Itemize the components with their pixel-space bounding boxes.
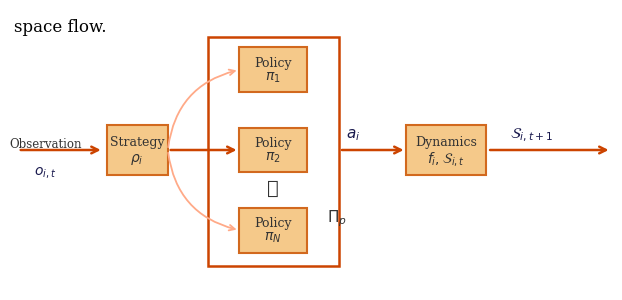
Text: $o_{i,t}$: $o_{i,t}$ xyxy=(34,166,57,181)
Text: space flow.: space flow. xyxy=(14,19,106,36)
Text: $f_i, \mathcal{S}_{i,t}$: $f_i, \mathcal{S}_{i,t}$ xyxy=(427,150,465,168)
Text: Policy: Policy xyxy=(254,57,292,70)
FancyBboxPatch shape xyxy=(239,208,307,253)
Text: Policy: Policy xyxy=(254,137,292,150)
Text: ⋮: ⋮ xyxy=(267,180,279,198)
Text: $\pi_1$: $\pi_1$ xyxy=(265,70,281,85)
Text: $\mathcal{S}_{i,t+1}$: $\mathcal{S}_{i,t+1}$ xyxy=(510,127,554,144)
Text: Policy: Policy xyxy=(254,217,292,230)
Text: $a_i$: $a_i$ xyxy=(346,127,360,143)
Text: $\pi_N$: $\pi_N$ xyxy=(264,231,282,245)
FancyBboxPatch shape xyxy=(106,125,168,175)
Text: Dynamics: Dynamics xyxy=(415,136,477,149)
Text: Strategy: Strategy xyxy=(110,136,165,149)
FancyBboxPatch shape xyxy=(239,128,307,172)
Text: $\rho_i$: $\rho_i$ xyxy=(131,152,144,166)
FancyArrowPatch shape xyxy=(168,153,234,230)
FancyBboxPatch shape xyxy=(239,47,307,92)
Text: $\Pi_p$: $\Pi_p$ xyxy=(327,208,347,229)
Text: $\pi_2$: $\pi_2$ xyxy=(265,151,281,165)
FancyArrowPatch shape xyxy=(168,70,234,147)
FancyBboxPatch shape xyxy=(406,125,486,175)
Text: Observation: Observation xyxy=(9,138,81,151)
